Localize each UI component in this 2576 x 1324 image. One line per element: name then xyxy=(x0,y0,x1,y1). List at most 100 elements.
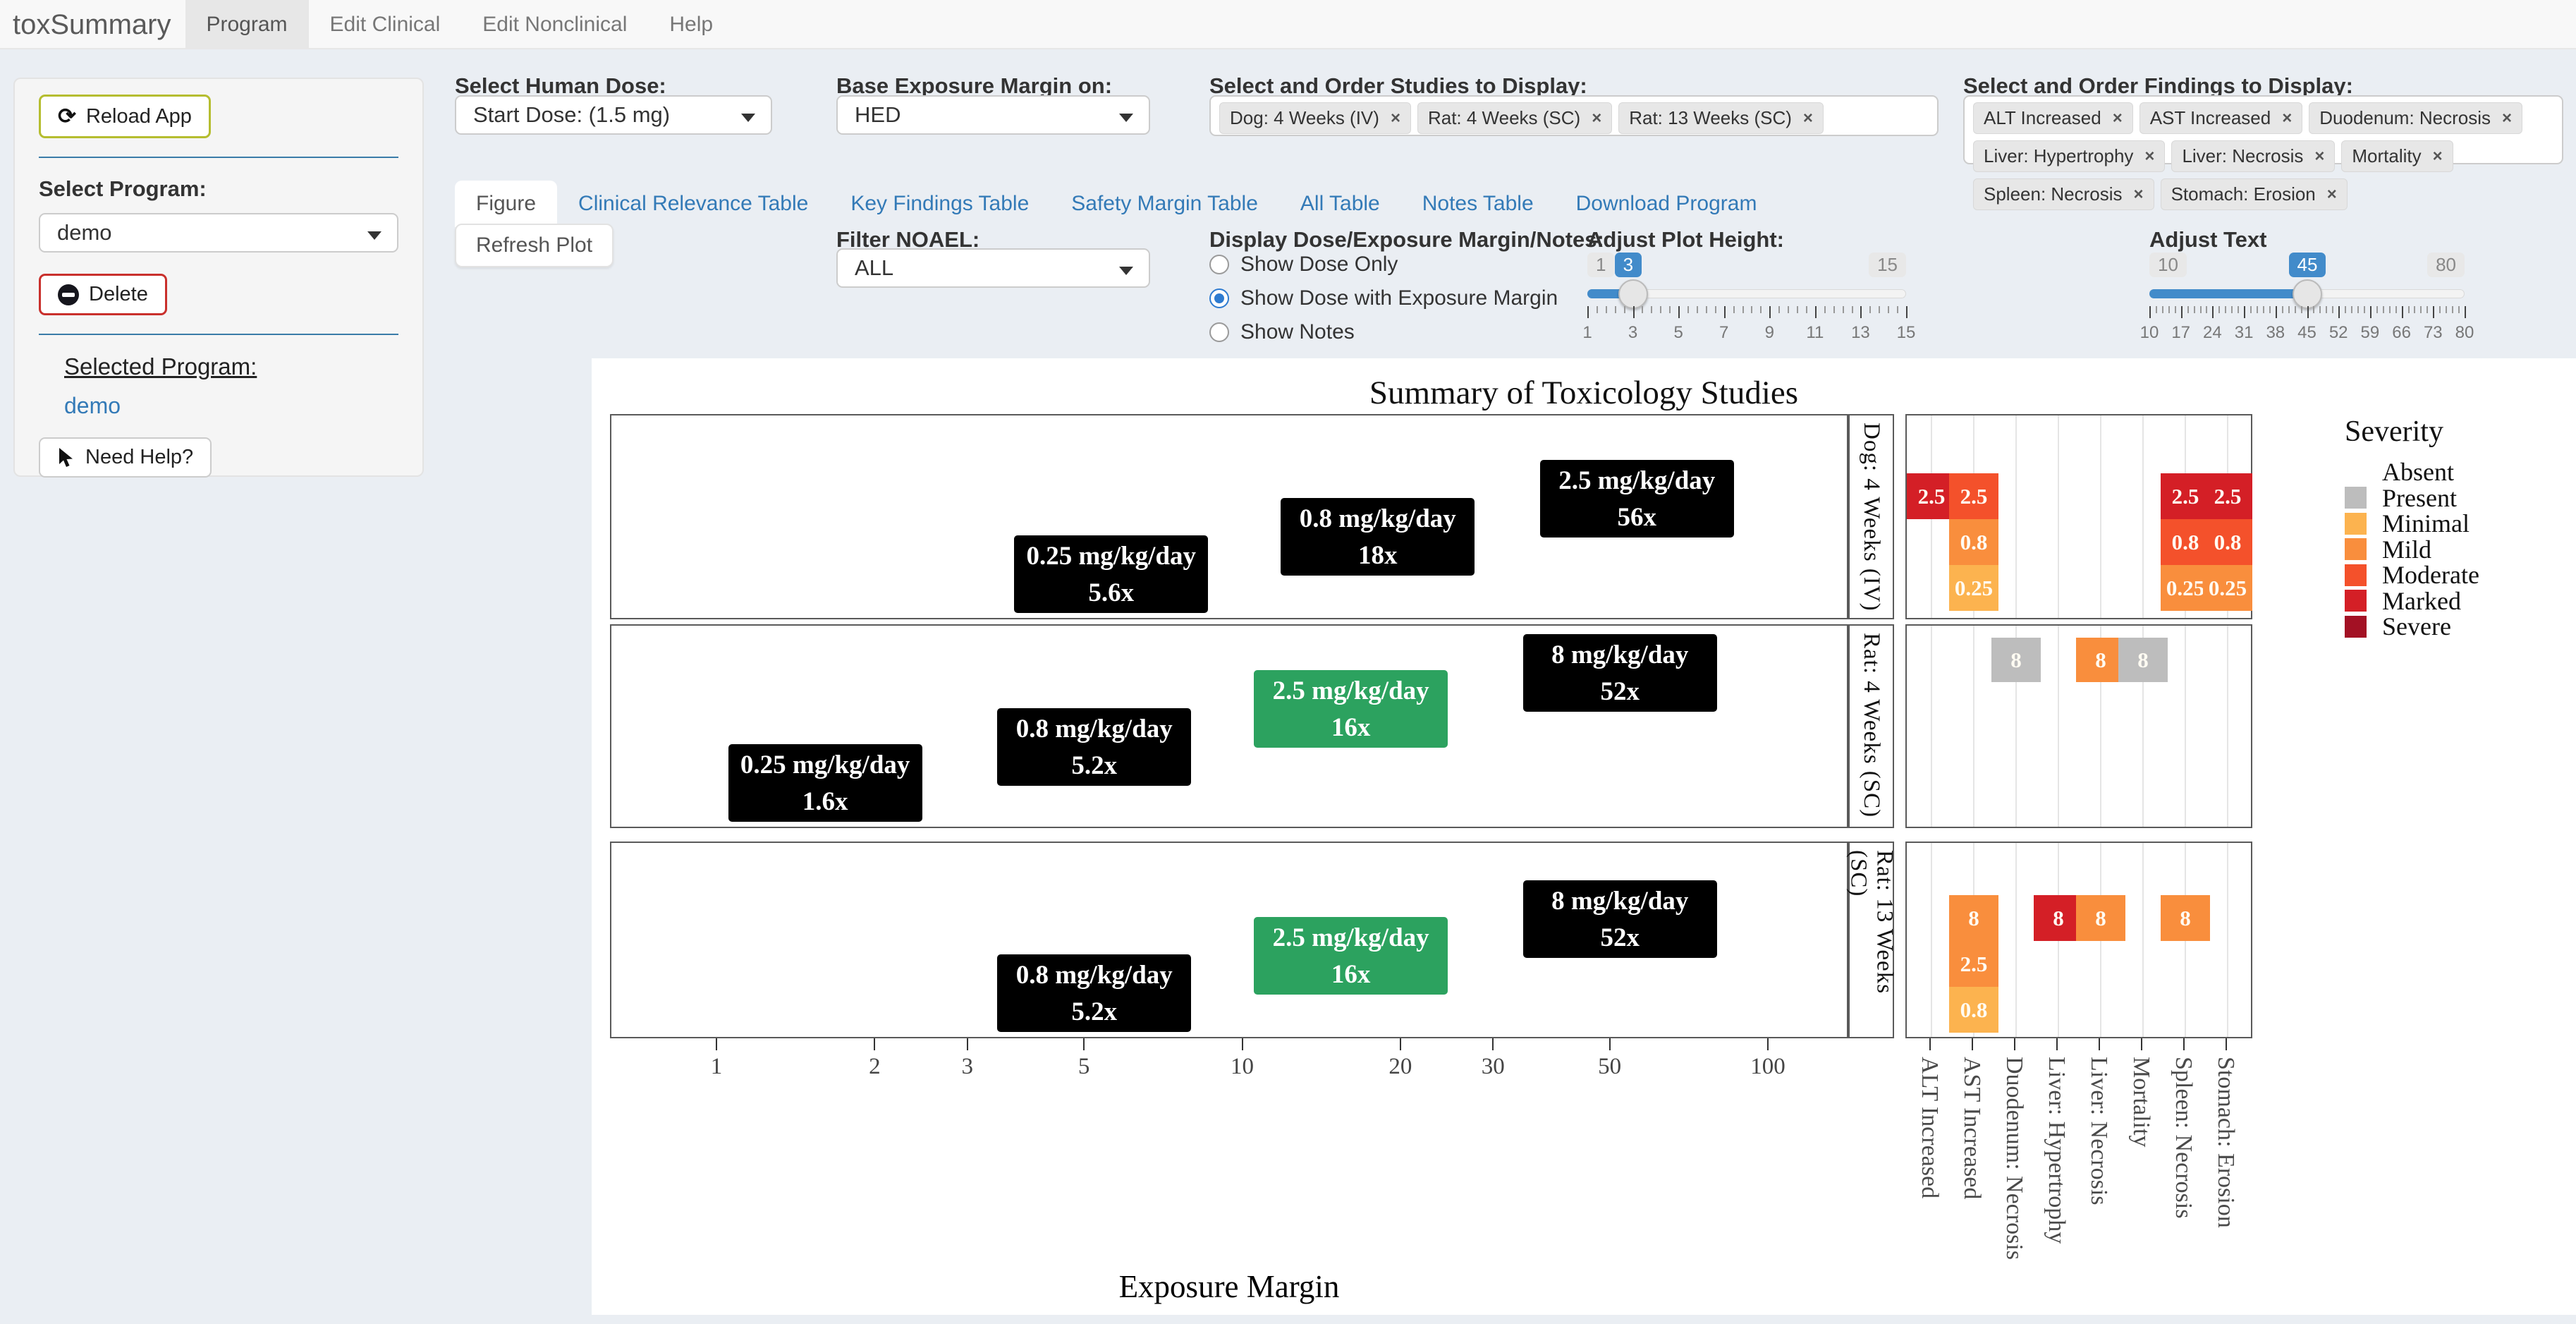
remove-tag-icon[interactable]: × xyxy=(1802,108,1813,128)
slider-max-badge: 80 xyxy=(2427,253,2465,277)
reload-app-label: Reload App xyxy=(85,104,192,128)
radio-show-dose-only[interactable]: Show Dose Only xyxy=(1209,253,1558,277)
remove-tag-icon[interactable]: × xyxy=(2432,146,2443,166)
study-tag[interactable]: Rat: 13 Weeks (SC) × xyxy=(1618,102,1824,134)
slider-minor-tick xyxy=(2231,306,2233,313)
studies-label: Select and Order Studies to Display: xyxy=(1209,73,1587,98)
finding-tag[interactable]: Stomach: Erosion × xyxy=(2160,178,2348,210)
slider-tick-label: 31 xyxy=(2234,323,2254,342)
remove-tag-icon[interactable]: × xyxy=(2326,184,2337,204)
slider-minor-tick xyxy=(1869,306,1872,313)
study-tag[interactable]: Rat: 4 Weeks (SC) × xyxy=(1417,102,1613,134)
remove-tag-icon[interactable]: × xyxy=(2502,108,2513,128)
tab-download-program[interactable]: Download Program xyxy=(1575,192,1757,215)
x-axis-tick-label: 30 xyxy=(1481,1054,1505,1079)
legend-item: Severe xyxy=(2345,612,2451,641)
slider-minor-tick xyxy=(1742,306,1744,313)
human-dose-select[interactable]: Start Dose: (1.5 mg) xyxy=(455,95,772,135)
finding-tag[interactable]: AST Increased × xyxy=(2139,102,2303,134)
tab-all-table[interactable]: All Table xyxy=(1300,192,1380,215)
dose-box-margin: 5.2x xyxy=(1071,997,1118,1026)
legend-label: Absent xyxy=(2382,458,2454,486)
findings-multiselect[interactable]: ALT Increased × AST Increased × Duodenum: Ne… xyxy=(1963,95,2563,210)
heatmap-axis-tick xyxy=(2183,1038,2185,1050)
study-tag[interactable]: Dog: 4 Weeks (IV) × xyxy=(1219,102,1411,134)
slider-tick-label: 13 xyxy=(1851,323,1870,342)
legend-item: Mild xyxy=(2345,535,2431,564)
legend-label: Moderate xyxy=(2382,561,2479,589)
refresh-plot-button[interactable]: Refresh Plot xyxy=(455,224,614,267)
x-axis-tick xyxy=(1399,1038,1401,1050)
slider-minor-tick xyxy=(2382,306,2384,313)
slider-minor-tick xyxy=(2319,306,2321,313)
remove-tag-icon[interactable]: × xyxy=(2282,108,2293,128)
remove-tag-icon[interactable]: × xyxy=(2144,146,2155,166)
finding-tag-label: AST Increased xyxy=(2149,107,2271,128)
plot-title: Summary of Toxicology Studies xyxy=(1369,375,1799,411)
radio-show-dose-with-exposure-margin[interactable]: Show Dose with Exposure Margin xyxy=(1209,286,1558,310)
finding-tag[interactable]: Liver: Hypertrophy × xyxy=(1973,140,2166,172)
need-help-button[interactable]: Need Help? xyxy=(39,437,212,478)
nav-item-edit-nonclinical[interactable]: Edit Nonclinical xyxy=(482,13,628,36)
slider-tick xyxy=(2433,306,2435,318)
filter-noael-select[interactable]: ALL xyxy=(836,248,1150,288)
finding-tag[interactable]: Liver: Necrosis × xyxy=(2171,140,2336,172)
program-select[interactable]: demo xyxy=(39,213,398,253)
study-strip-label: Rat: 4 Weeks (SC) xyxy=(1848,624,1894,828)
slider-handle[interactable] xyxy=(2292,279,2322,309)
selected-program-link[interactable]: demo xyxy=(64,393,121,418)
radio-show-notes[interactable]: Show Notes xyxy=(1209,320,1558,344)
slider-minor-tick xyxy=(1897,306,1899,313)
plot-height-slider[interactable]: 1 15 3 1 3 5 7 9 11 13 15 xyxy=(1582,253,1915,344)
legend-swatch xyxy=(2345,564,2367,586)
need-help-label: Need Help? xyxy=(85,446,194,468)
dose-box-margin: 56x xyxy=(1617,503,1657,532)
slider-minor-tick xyxy=(1833,306,1835,313)
slider-handle[interactable] xyxy=(1618,279,1648,309)
dose-box-dose: 0.25 mg/kg/day xyxy=(740,751,910,779)
remove-tag-icon[interactable]: × xyxy=(2133,184,2144,204)
slider-minor-tick xyxy=(1696,306,1698,313)
slider-minor-tick xyxy=(2238,306,2240,313)
dose-box: 0.25 mg/kg/day 1.6x xyxy=(728,744,922,822)
tab-key-findings-table[interactable]: Key Findings Table xyxy=(850,192,1030,215)
remove-tag-icon[interactable]: × xyxy=(2314,146,2325,166)
tab-notes-table[interactable]: Notes Table xyxy=(1422,192,1534,215)
finding-tag[interactable]: Mortality × xyxy=(2341,140,2453,172)
severity-cell: 8 xyxy=(2161,895,2210,941)
radio-button[interactable] xyxy=(1209,322,1229,342)
slider-minor-tick xyxy=(2414,306,2416,313)
slider-tick-label: 38 xyxy=(2266,323,2285,342)
remove-tag-icon[interactable]: × xyxy=(1390,108,1400,128)
nav-item-edit-clinical[interactable]: Edit Clinical xyxy=(329,13,441,36)
slider-minor-tick xyxy=(1797,306,1799,313)
slider-minor-tick xyxy=(2206,306,2208,313)
studies-multiselect[interactable]: Dog: 4 Weeks (IV) × Rat: 4 Weeks (SC) × Rat:… xyxy=(1209,95,1939,136)
tab-safety-margin-table[interactable]: Safety Margin Table xyxy=(1071,192,1258,215)
slider-minor-tick xyxy=(1605,306,1607,313)
finding-tag[interactable]: Duodenum: Necrosis × xyxy=(2309,102,2523,134)
radio-button[interactable] xyxy=(1209,289,1229,308)
chevron-down-icon xyxy=(1119,267,1133,275)
text-size-slider[interactable]: 10 80 45 10 17 24 31 38 45 52 59 66 73 80 xyxy=(2140,253,2474,344)
legend-item: Absent xyxy=(2345,457,2454,487)
tab-clinical-relevance-table[interactable]: Clinical Relevance Table xyxy=(578,192,809,215)
nav-item-program[interactable]: Program xyxy=(185,0,309,48)
reload-app-button[interactable]: ⟳ Reload App xyxy=(39,95,211,138)
margin-base-select[interactable]: HED xyxy=(836,95,1150,135)
remove-tag-icon[interactable]: × xyxy=(1592,108,1602,128)
tab-figure[interactable]: Figure xyxy=(455,181,558,227)
radio-button[interactable] xyxy=(1209,255,1229,274)
slider-minor-tick xyxy=(1824,306,1826,313)
program-select-value: demo xyxy=(57,220,112,245)
remove-tag-icon[interactable]: × xyxy=(2112,108,2123,128)
nav-item-help[interactable]: Help xyxy=(669,13,714,36)
slider-tick xyxy=(1860,306,1862,318)
slider-minor-tick xyxy=(1842,306,1844,313)
finding-tag[interactable]: ALT Increased × xyxy=(1973,102,2133,134)
delete-program-button[interactable]: Delete xyxy=(39,274,167,315)
finding-tag[interactable]: Spleen: Necrosis × xyxy=(1973,178,2154,210)
heatmap-gridline xyxy=(2100,626,2101,827)
dose-box-margin: 5.2x xyxy=(1071,751,1118,780)
heatmap-panel-3: 8 2.5 0.8 8 8 8 xyxy=(1905,842,2252,1038)
